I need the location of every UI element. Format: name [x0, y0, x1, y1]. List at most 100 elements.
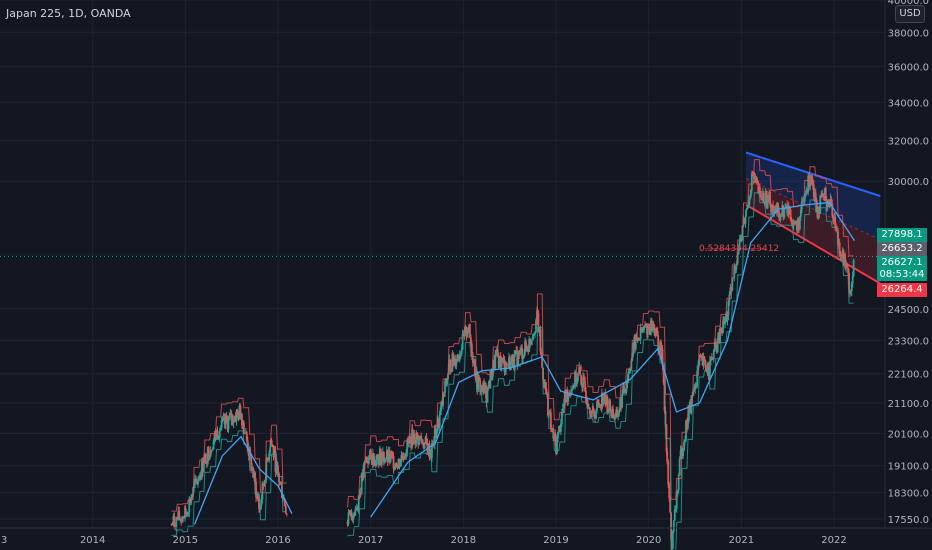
candle-body — [756, 181, 759, 184]
candle-body — [267, 459, 270, 461]
candle-body — [375, 454, 378, 466]
candle-body — [522, 357, 524, 359]
candle-body — [574, 372, 576, 388]
candle-body — [632, 343, 635, 355]
candle-body — [362, 464, 365, 479]
symbol-legend[interactable]: Japan 225, 1D, OANDA — [6, 7, 131, 20]
time-axis[interactable]: 2014 2015 2016 2017 2018 2019 2020 2021 2022 3 — [0, 527, 932, 546]
candle-body — [200, 461, 203, 478]
price-tick-label: 40000.0 — [888, 0, 929, 7]
candle-body — [466, 333, 469, 337]
candle-body — [178, 511, 181, 520]
candle-body — [715, 345, 718, 353]
candle-body — [202, 458, 205, 467]
candle-body — [511, 355, 514, 367]
candle-body — [615, 409, 618, 413]
candle-body — [550, 427, 553, 429]
candle-body — [193, 484, 195, 488]
candle-body — [631, 354, 634, 361]
candle-body — [277, 465, 279, 474]
candle-body — [642, 329, 645, 331]
candle-body — [589, 413, 592, 418]
candle-body — [739, 238, 742, 240]
candle-body — [221, 418, 224, 420]
candle-body — [205, 463, 208, 465]
candle-body — [573, 385, 575, 388]
candle-body — [496, 349, 499, 358]
candle-body — [219, 427, 222, 431]
candle-body — [229, 412, 232, 416]
candle-body — [785, 205, 788, 208]
candle-body — [395, 463, 398, 467]
candle-body — [590, 411, 593, 418]
candle-body — [682, 450, 684, 456]
currency-button[interactable]: USD — [895, 5, 925, 23]
candle-body — [786, 205, 789, 214]
candle-body — [834, 216, 837, 228]
price-tag-lower: 26264.4 — [877, 283, 927, 297]
candle-body — [846, 263, 848, 268]
bar-countdown: 08:53:44 — [877, 268, 927, 281]
candle-body — [234, 415, 237, 422]
candle-body — [416, 432, 419, 436]
candle-body — [689, 401, 692, 414]
candle-body — [637, 338, 640, 341]
candle-body — [602, 401, 605, 405]
candle-body — [381, 452, 384, 457]
candle-body — [617, 413, 620, 417]
candle-body — [241, 422, 244, 426]
candle-body — [571, 389, 573, 391]
candle-body — [603, 392, 606, 402]
candle-body — [805, 190, 808, 194]
candle-body — [388, 450, 391, 462]
candle-body — [588, 408, 591, 414]
candle-body — [199, 475, 201, 480]
candle-body — [438, 414, 441, 427]
candle-body — [505, 364, 507, 371]
candle-body — [622, 385, 624, 394]
candle-body — [490, 370, 493, 381]
price-tick-label: 30000.0 — [888, 177, 929, 188]
candle-body — [460, 349, 463, 355]
candle-body — [355, 509, 358, 510]
candle-body — [790, 220, 793, 224]
candle-body — [683, 441, 685, 451]
candle-body — [380, 449, 382, 465]
candle-body — [584, 380, 586, 392]
candle-body — [279, 481, 281, 483]
candle-body — [599, 404, 601, 406]
candle-body — [420, 439, 423, 441]
candle-body — [347, 512, 350, 525]
price-tick-label: 21100.0 — [888, 399, 929, 410]
candle-body — [740, 235, 743, 239]
candle-body — [256, 494, 258, 498]
candle-body — [384, 459, 387, 462]
candle-body — [262, 483, 265, 486]
candle-body — [759, 190, 762, 198]
candle-body — [806, 190, 809, 193]
candle-body — [189, 499, 192, 503]
candle-body — [749, 190, 752, 197]
candle-body — [415, 432, 418, 445]
candle-body — [440, 403, 443, 411]
candle-body — [605, 396, 608, 405]
candle-body — [213, 433, 216, 441]
candle-body — [509, 357, 511, 370]
candle-body — [240, 413, 242, 419]
candle-body — [578, 367, 581, 371]
candle-body — [488, 384, 491, 388]
candle-body — [737, 248, 740, 255]
time-tick-label: 2021 — [729, 535, 754, 546]
candle-body — [212, 440, 215, 450]
candle-body — [260, 499, 263, 506]
candle-body — [353, 515, 356, 517]
candle-body — [269, 447, 272, 453]
candle-body — [503, 359, 506, 373]
candle-body — [604, 392, 607, 405]
channel-lower-line — [745, 203, 881, 285]
candle-body — [356, 507, 359, 510]
candle-body — [560, 412, 563, 424]
candle-body — [224, 416, 227, 425]
candle-body — [705, 367, 708, 372]
